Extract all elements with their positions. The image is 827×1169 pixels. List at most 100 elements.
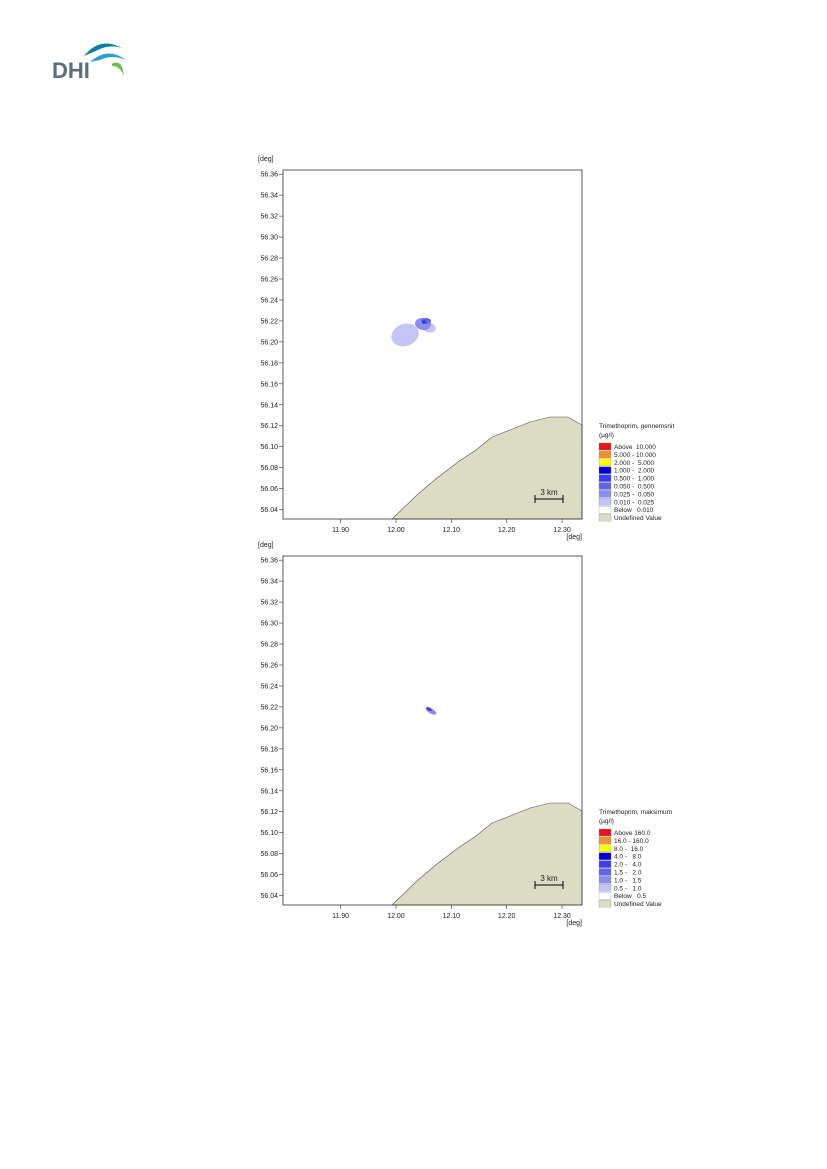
x-tick-label: 11.90 — [332, 913, 349, 920]
legend-label: 0.010 - 0.025 — [614, 499, 654, 506]
y-tick-label: 56.10 — [260, 444, 278, 451]
legend-label: 1.5 - 2.0 — [614, 870, 642, 877]
legend-title: Trimethoprim, maksimum — [599, 809, 672, 816]
plot-frame — [282, 169, 583, 520]
legend-label: Below 0.010 — [614, 507, 654, 514]
legend-label: Undefined Value — [614, 515, 662, 522]
y-tick-label: 56.18 — [260, 360, 278, 367]
legend-unit: (µg/l) — [599, 432, 614, 439]
y-tick-label: 56.08 — [260, 851, 278, 858]
legend-swatch — [598, 836, 612, 845]
legend-label: 0.050 - 0.500 — [614, 484, 654, 491]
legend-label: 16.0 - 160.0 — [614, 838, 649, 845]
legend-title: Trimethoprim, gennemsnit — [599, 423, 674, 430]
legend-swatch — [598, 876, 612, 884]
y-tick-label: 56.24 — [260, 297, 278, 304]
legend-swatch — [598, 852, 612, 860]
logo: DHI — [52, 43, 126, 83]
legend-swatch — [598, 466, 612, 474]
x-tick-label: 12.10 — [443, 527, 461, 534]
y-tick-label: 56.20 — [260, 725, 278, 732]
x-tick-label: 12.10 — [443, 913, 461, 920]
x-tick-label: 12.00 — [387, 913, 405, 920]
y-tick-label: 56.34 — [260, 579, 278, 586]
legend-swatch — [598, 868, 612, 876]
legend-label: 0.5 - 1.0 — [614, 885, 642, 892]
legend-swatch — [598, 884, 612, 892]
y-tick-label: 56.28 — [260, 256, 278, 263]
y-tick-label: 56.08 — [260, 465, 278, 472]
y-tick-label: 56.06 — [260, 486, 278, 493]
y-tick-label: 56.32 — [260, 214, 278, 221]
y-tick-label: 56.20 — [260, 339, 278, 346]
legend-unit: (µg/l) — [599, 818, 614, 825]
legend-label: 8.0 - 16.0 — [614, 846, 644, 853]
x-axis-unit: [deg] — [566, 534, 582, 541]
scale-label: 3 km — [540, 488, 558, 497]
y-tick-label: 56.12 — [260, 809, 278, 816]
x-tick-label: 12.30 — [553, 913, 571, 920]
x-tick-label: 12.20 — [498, 527, 516, 534]
x-tick-label: 12.20 — [498, 913, 516, 920]
logo-text: DHI — [52, 58, 90, 83]
legend-swatch — [598, 490, 612, 498]
map-panel: 56.04 56.06 56.08 56.10 56.12 56.14 56.16 56.18… — [258, 542, 583, 927]
y-tick-label: 56.16 — [260, 767, 278, 774]
x-tick-label: 12.30 — [553, 527, 571, 534]
x-tick-label: 12.00 — [387, 527, 405, 534]
y-tick-label: 56.14 — [260, 402, 278, 409]
legend: Trimethoprim, gennemsnit (µg/l)Above 10.0… — [598, 423, 674, 522]
plume — [391, 323, 419, 347]
y-tick-label: 56.18 — [260, 746, 278, 753]
legend-swatch — [598, 498, 612, 506]
legend-swatch — [598, 828, 612, 837]
y-tick-label: 56.04 — [260, 893, 278, 900]
legend-swatch — [598, 458, 612, 466]
y-tick-label: 56.24 — [260, 683, 278, 690]
legend-label: 2.000 - 5.000 — [614, 460, 654, 467]
y-tick-label: 56.30 — [260, 621, 278, 628]
y-axis-unit: [deg] — [258, 542, 274, 549]
y-tick-label: 56.26 — [260, 662, 278, 669]
y-tick-label: 56.30 — [260, 235, 278, 242]
y-tick-label: 56.32 — [260, 600, 278, 607]
legend-label: 0.500 - 1.000 — [614, 476, 654, 483]
legend-label: 4.0 - 8.0 — [614, 854, 642, 861]
x-tick-label: 11.90 — [332, 527, 349, 534]
legend-label: Below 0.5 — [614, 893, 647, 900]
legend-swatch — [598, 844, 612, 852]
legend: Trimethoprim, maksimum(µg/l)Above 160.01… — [598, 809, 672, 908]
legend-swatch — [598, 892, 612, 900]
y-tick-label: 56.16 — [260, 381, 278, 388]
legend-swatch — [598, 860, 612, 868]
plume — [422, 320, 426, 324]
y-tick-label: 56.04 — [260, 507, 278, 514]
legend-label: 5.000 - 10.000 — [614, 452, 656, 459]
legend-swatch — [598, 474, 612, 482]
plot-frame — [282, 555, 583, 906]
y-tick-label: 56.14 — [260, 788, 278, 795]
y-tick-label: 56.36 — [260, 558, 278, 565]
plume — [426, 707, 432, 711]
legend-label: Above 160.0 — [614, 830, 651, 837]
y-tick-label: 56.28 — [260, 642, 278, 649]
y-tick-label: 56.34 — [260, 193, 278, 200]
y-tick-label: 56.12 — [260, 423, 278, 430]
map-panel: 56.04 56.06 56.08 56.10 56.12 56.14 56.16 56.18… — [258, 156, 583, 541]
legend-swatch — [598, 899, 612, 908]
y-tick-label: 56.22 — [260, 704, 278, 711]
legend-swatch — [598, 506, 612, 514]
y-tick-label: 56.36 — [260, 172, 278, 179]
y-tick-label: 56.26 — [260, 276, 278, 283]
legend-label: 2.0 - 4.0 — [614, 862, 642, 869]
legend-swatch — [598, 482, 612, 490]
legend-swatch — [598, 442, 612, 451]
y-tick-label: 56.22 — [260, 318, 278, 325]
legend-label: Above 10.000 — [614, 444, 656, 451]
legend-label: 1.0 - 1.5 — [614, 877, 642, 884]
y-axis-unit: [deg] — [258, 156, 274, 163]
scale-label: 3 km — [540, 874, 558, 883]
legend-label: Undefined Value — [614, 901, 662, 908]
y-tick-label: 56.06 — [260, 872, 278, 879]
